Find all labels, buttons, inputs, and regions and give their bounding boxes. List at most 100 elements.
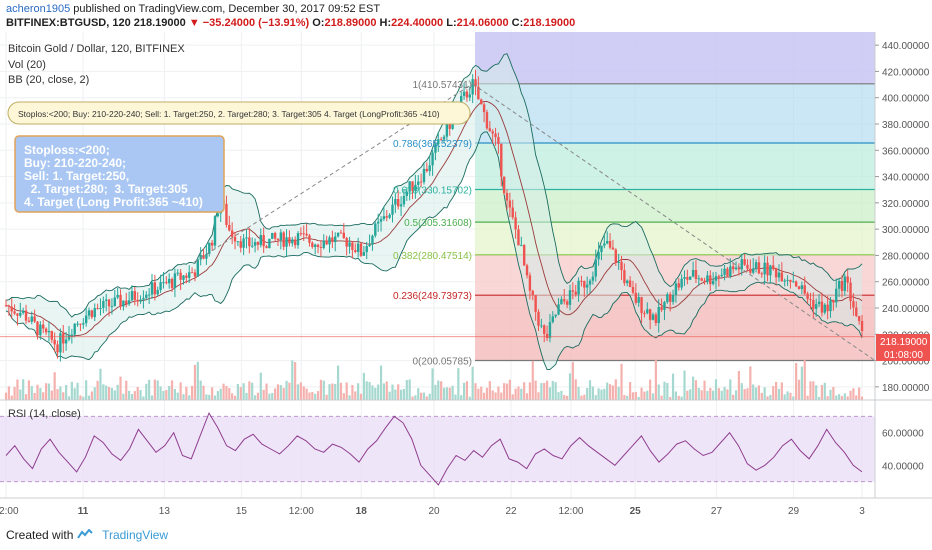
candle-body — [583, 281, 586, 288]
volume-bar — [65, 385, 68, 400]
volume-bar — [50, 390, 53, 400]
candle-body — [16, 313, 19, 316]
volume-bar — [646, 390, 649, 400]
volume-bar — [442, 387, 446, 400]
candle-body — [316, 244, 320, 248]
candle-body — [737, 267, 741, 270]
volume-bar — [125, 380, 128, 400]
candle-body — [133, 291, 137, 300]
candle-body — [147, 294, 151, 296]
tradingview-link[interactable]: TradingView — [102, 528, 169, 542]
candle-body — [717, 276, 721, 278]
volume-bar — [497, 386, 500, 400]
volume-bar — [294, 362, 297, 400]
candle-body — [428, 165, 431, 172]
candle-body — [79, 323, 82, 325]
volume-bar — [686, 390, 689, 400]
candle-body — [322, 240, 325, 248]
volume-bar — [508, 379, 511, 400]
volume-bar — [597, 388, 600, 400]
candle-body — [614, 249, 617, 263]
countdown-value: 01:08:00 — [884, 350, 923, 361]
low-label: L: — [446, 17, 457, 29]
volume-bar — [809, 381, 812, 400]
volume-bar — [583, 394, 586, 400]
bb-basis — [5, 101, 863, 337]
note-line: Buy: 210-220-240; — [24, 156, 126, 170]
candle-body — [631, 287, 635, 293]
volume-bar — [233, 395, 237, 400]
volume-bar — [608, 384, 612, 400]
volume-bar — [225, 385, 228, 400]
volume-bar — [276, 384, 280, 400]
candle-body — [528, 275, 532, 291]
publish-info: acheron1905 published on TradingView.com… — [6, 3, 380, 15]
bollinger-bands — [5, 53, 863, 371]
axes: 440.00000420.00000400.00000380.00000360.… — [0, 32, 932, 517]
volume-bar — [454, 394, 457, 400]
candle-body — [439, 139, 443, 141]
y-tick-label: 380.00000 — [882, 120, 930, 131]
candle-body — [783, 280, 786, 282]
candle-body — [835, 288, 838, 303]
candle-body — [660, 306, 663, 310]
volume-bar — [116, 384, 119, 400]
last-price-value: 218.19000 — [880, 337, 928, 348]
volume-bar — [817, 396, 821, 400]
note-lines: Stoploss:<200; Buy: 210-220-240; Sell: 1… — [24, 143, 203, 209]
candle-body — [706, 275, 709, 283]
candle-body — [273, 232, 277, 239]
volume-bar — [319, 379, 323, 400]
footer: Created with TradingView — [6, 528, 168, 542]
candle-body — [855, 307, 858, 317]
volume-bar — [156, 380, 159, 400]
y-tick-label: 440.00000 — [882, 41, 930, 52]
volume-bar — [614, 379, 617, 400]
x-tick-label: 27 — [711, 506, 723, 517]
volume-bar — [671, 373, 675, 400]
volume-bar — [734, 390, 738, 400]
candle-body — [829, 300, 832, 312]
candle-body — [265, 246, 268, 249]
candle-body — [703, 280, 706, 283]
volume-bar — [199, 380, 202, 400]
volume-bar — [763, 387, 766, 400]
fib-level-label: 0.786(365.52379) — [393, 139, 472, 150]
rsi-line — [5, 411, 863, 486]
symbol-line: BITFINEX:BTGUSD, 120 218.19000 ▼ −35.240… — [6, 17, 575, 29]
candle-body — [459, 95, 463, 104]
volume-bar — [657, 384, 660, 400]
candle-body — [657, 306, 660, 324]
volume-bar — [222, 383, 225, 400]
volume-bar — [465, 381, 469, 400]
x-tick-label: 22 — [505, 506, 517, 517]
volume-bar — [740, 383, 743, 400]
volume-bar — [752, 384, 755, 400]
volume-bar — [600, 389, 603, 400]
candle-body — [185, 275, 188, 278]
candle-body — [356, 243, 360, 252]
volume-bar — [840, 396, 844, 400]
candle-body — [729, 266, 732, 277]
volume-bar — [488, 381, 491, 400]
callout-text: Stoplos:<200; Buy: 210-220-240; Sell: 1.… — [18, 109, 440, 119]
volume-bar — [651, 393, 655, 400]
volume-bar — [374, 387, 377, 400]
candle-body — [497, 137, 500, 144]
callout-box[interactable] — [7, 101, 471, 125]
volume-bar — [239, 387, 242, 400]
candle-body — [574, 291, 577, 295]
note-box[interactable] — [14, 135, 225, 213]
candle-body — [53, 339, 56, 345]
candle-body — [19, 312, 22, 316]
volume-bar — [474, 383, 477, 400]
price-chart[interactable]: 1(410.57431) 0.786(365.52379) 0.618(330.15… — [0, 32, 932, 526]
candle-body — [568, 290, 572, 305]
volume-bar — [59, 386, 62, 400]
low-value: 214.06000 — [456, 17, 509, 29]
author-link[interactable]: acheron1905 — [6, 3, 71, 15]
open-label: O: — [312, 17, 325, 29]
volume-bar — [537, 392, 540, 400]
fib-level-label: 0.618(330.15702) — [393, 186, 472, 197]
candle-body — [623, 270, 626, 284]
